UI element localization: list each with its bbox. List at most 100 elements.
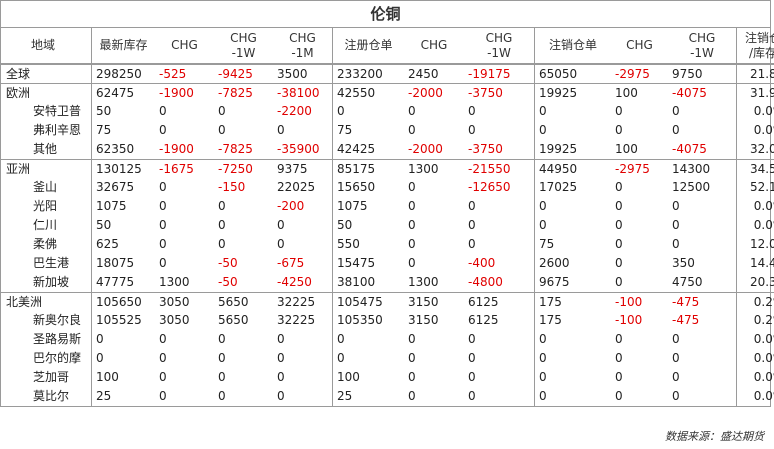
table-cell: 2450 [404, 64, 464, 83]
lme-copper-stock-table: 伦铜 地域 最新库存 CHG CHG -1W CHG -1M 注册仓单 CHG CHG -1W 注销仓… [0, 0, 774, 407]
table-cell: 105475 [332, 292, 404, 311]
table-cell: 6125 [464, 292, 534, 311]
table-cell: 0 [534, 349, 611, 368]
table-cell: 0 [159, 180, 167, 194]
region-name: 巴尔的摩 [33, 351, 82, 365]
table-cell: 38100 [332, 273, 404, 292]
table-cell: 3150 [404, 292, 464, 311]
table-cell: 0 [159, 123, 167, 137]
data-source-note: 数据来源：盛达期货 [665, 430, 764, 443]
table-cell: 0 [615, 256, 623, 270]
table-row: 北美洲 105650 3050 5650 32225 105475 3150 6125 175-… [1, 292, 774, 311]
table-cell: -7825 [218, 142, 253, 156]
table-cell: 105650 [91, 292, 155, 311]
table-cell: 0 [408, 123, 416, 137]
table-cell: 25 [332, 387, 404, 406]
table-cell: 3050 [155, 292, 214, 311]
table-cell: 0 [672, 123, 680, 137]
region-name: 安特卫普 [33, 104, 82, 118]
table-cell: -12650 [468, 180, 511, 194]
table-cell: 0 [408, 256, 416, 270]
table-cell: 0 [218, 237, 226, 251]
region-name: 其他 [33, 142, 58, 156]
table-cell: 4750 [672, 275, 703, 289]
table-cell: 0 [159, 332, 167, 346]
table-cell: 42425 [332, 140, 404, 159]
table-cell: 65050 [534, 64, 611, 83]
table-cell: 3150 [408, 313, 439, 327]
table-cell: 0 [615, 237, 623, 251]
table-cell: 0.0% [736, 349, 774, 368]
column-header: 注册仓单 [332, 28, 404, 64]
table-cell: 0 [672, 370, 680, 384]
table-cell: 0 [615, 389, 623, 403]
table-header: 地域 最新库存 CHG CHG -1W CHG -1M 注册仓单 CHG CHG -1W 注销仓单 CH… [1, 28, 774, 64]
column-header: CHG [611, 28, 668, 64]
table-cell: 32675 [91, 178, 155, 197]
table-cell: -100 [611, 292, 668, 311]
table-cell: -1900 [159, 142, 194, 156]
table-cell: 0 [218, 123, 226, 137]
table-cell: -200 [277, 199, 305, 213]
table-cell: 0 [159, 256, 167, 270]
table-row: 巴生港 18075 0 -50 -675 15475 0 -400 2600 0 350 14.4% [1, 254, 774, 273]
table-cell: 105350 [332, 311, 404, 330]
table-cell: 0 [615, 275, 623, 289]
table-cell: 0 [332, 102, 404, 121]
table-cell: 0.2% [736, 292, 774, 311]
table-cell: 100 [91, 368, 155, 387]
table-cell: 0 [277, 389, 285, 403]
table-cell: 0 [468, 370, 476, 384]
table-cell: -4075 [672, 142, 707, 156]
table-cell: 0 [468, 218, 476, 232]
column-header: CHG -1W [214, 28, 273, 64]
table-cell: -4075 [668, 83, 736, 102]
table-row: 柔佛 625 0 0 0 550 0 0 75 0 0 12.0% [1, 235, 774, 254]
table-cell: 75 [332, 121, 404, 140]
table-cell: 0 [615, 123, 623, 137]
table-cell: 0 [408, 389, 416, 403]
table-cell: 0.0% [736, 121, 774, 140]
table-cell: 175 [534, 292, 611, 311]
table-cell: 75 [91, 121, 155, 140]
table-cell: 0 [468, 104, 476, 118]
table-cell: 1075 [91, 197, 155, 216]
table-cell: 21.8% [736, 64, 774, 83]
table-cell: 19925 [534, 140, 611, 159]
table-cell: 0 [159, 389, 167, 403]
table-cell: 22025 [277, 180, 316, 194]
column-header: CHG -1M [273, 28, 332, 64]
region-name: 釜山 [33, 180, 58, 194]
table-row: 新加坡 47775 1300 -50 -4250 38100 1300 -4800 9675 0 4… [1, 273, 774, 292]
table-cell: 0 [408, 199, 416, 213]
table-cell: 0 [534, 368, 611, 387]
table-cell: 1300 [408, 275, 439, 289]
table-cell: 0.2% [736, 311, 774, 330]
table-cell: 0 [534, 121, 611, 140]
table-cell: -675 [277, 256, 305, 270]
table-cell: 12.0% [736, 235, 774, 254]
table-cell: 14.4% [736, 254, 774, 273]
column-header: 注销仓单 [534, 28, 611, 64]
table-cell: 1300 [404, 159, 464, 178]
table-cell: -475 [668, 292, 736, 311]
table-cell: 100 [615, 142, 638, 156]
table-cell: 6125 [468, 313, 499, 327]
table-cell: 18075 [91, 254, 155, 273]
table-cell: -7250 [214, 159, 273, 178]
table-cell: -35900 [277, 142, 320, 156]
table-cell: -1675 [155, 159, 214, 178]
table-cell: 0.0% [736, 197, 774, 216]
region-name: 柔佛 [33, 237, 58, 251]
table-cell: 0 [91, 330, 155, 349]
table-cell: 0 [332, 349, 404, 368]
table-cell: 0 [615, 351, 623, 365]
table-cell: 0 [277, 351, 285, 365]
region-name: 新加坡 [33, 275, 70, 289]
table-cell: 9675 [534, 273, 611, 292]
